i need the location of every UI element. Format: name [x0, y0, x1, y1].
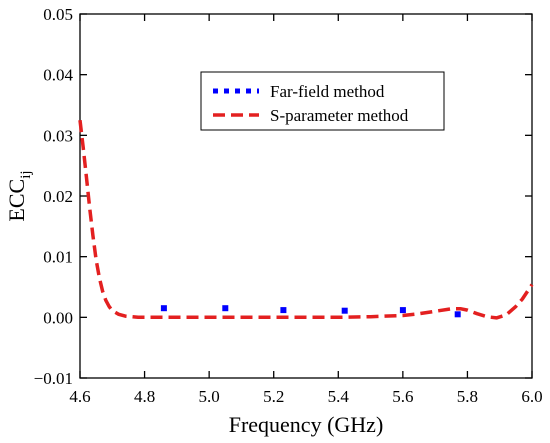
plot-frame [79, 13, 533, 379]
y-axis-title-main: ECC [4, 179, 29, 222]
y-tick-label: 0.04 [43, 66, 73, 85]
x-axis-title: Frequency (GHz) [229, 412, 384, 437]
y-tick-label: 0.03 [43, 126, 73, 145]
x-tick-label: 5.6 [392, 387, 413, 406]
y-tick-label: 0.05 [43, 5, 73, 24]
data-point-far-field [341, 307, 348, 314]
legend-label-s-parameter: S-parameter method [270, 106, 409, 125]
data-point-far-field [399, 307, 406, 314]
y-tick-label: 0.02 [43, 187, 73, 206]
x-tick-label: 6.0 [521, 387, 542, 406]
data-point-far-field [280, 307, 287, 314]
x-tick-label: 4.6 [69, 387, 90, 406]
x-tick-label: 5.8 [457, 387, 478, 406]
legend-box [200, 71, 445, 131]
x-tick-label: 5.4 [328, 387, 350, 406]
series-layer [78, 119, 534, 320]
x-tick-label: 5.2 [263, 387, 284, 406]
y-tick-label: −0.01 [34, 369, 73, 388]
data-point-far-field [454, 311, 461, 318]
x-tick-label: 5.0 [199, 387, 220, 406]
y-tick-label: 0.01 [43, 248, 73, 267]
axis-ticks: 4.6 4.8 5.0 5.2 5.4 5.6 5.8 6.0 −0.01 0.00 0.01 0.0… [34, 5, 543, 406]
series-line-s-parameter [78, 119, 534, 320]
y-tick-label: 0.00 [43, 308, 73, 327]
data-point-far-field [160, 305, 167, 312]
y-axis-title: ECCij [4, 170, 34, 221]
x-tick-label: 4.8 [134, 387, 155, 406]
data-point-far-field [222, 305, 229, 312]
legend: Far-field method S-parameter method [200, 71, 445, 131]
legend-label-far-field: Far-field method [270, 82, 385, 101]
y-axis-title-subscript: ij [18, 170, 34, 178]
